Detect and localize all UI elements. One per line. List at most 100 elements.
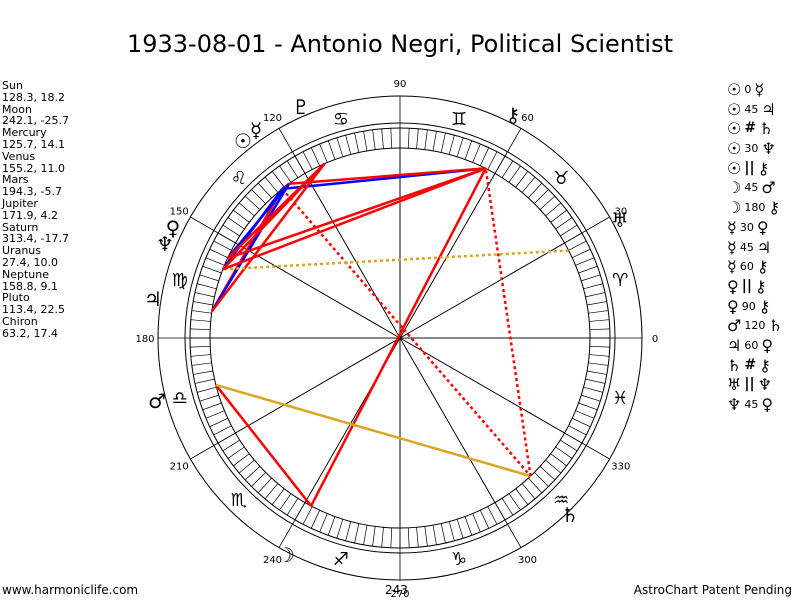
degree-tick [424,526,428,547]
aspect-line [309,167,487,507]
aspect-row: ♃ 60 ♀ [727,336,797,356]
chart-title: 1933-08-01 - Antonio Negri, Political Sc… [126,30,674,58]
degree-tick [233,453,250,467]
footer-website[interactable]: www.harmoniclife.com [2,583,139,597]
degree-tick [336,137,344,157]
house-spoke-outer [278,128,306,174]
degree-tick [354,523,360,544]
aspect-planet-icon: ☿ [727,257,737,277]
degree-tick [464,516,473,536]
planet-name-neptune: Neptune [2,267,50,281]
degree-tick [197,386,217,393]
degree-tick [199,394,219,402]
aspect-angle: || [741,277,752,294]
degree-tick [581,274,601,282]
degree-tick [244,466,261,481]
degree-tick [487,151,498,170]
aspect-angle: 120 [744,319,766,333]
sign-pisces-icon: ♓ [612,388,628,409]
planet-name-uranus: Uranus [2,244,41,258]
degree-label: 90 [394,79,407,90]
aspect-line [221,162,326,271]
aspect-angle: 45 [744,102,759,116]
degree-tick [550,453,567,467]
degree-tick [424,129,428,150]
degree-tick [191,310,212,314]
aspect-planet-icon: ☉ [727,139,742,159]
aspect-planet-icon: ☽ [727,198,742,218]
aspect-planet-icon: ♃ [727,335,742,355]
degree-tick [539,466,556,481]
degree-tick [589,319,610,322]
aspect-planet-icon: ☉ [727,99,742,119]
degree-tick [319,513,328,533]
aspect-planet-icon: ⚷ [758,296,771,316]
planet-pluto-icon: ♇ [292,95,310,119]
degree-tick [264,176,279,193]
planet-neptune-icon: ♆ [156,232,174,256]
planet-coords-jupiter: 171.9, 4.2 [2,208,58,222]
aspect-planet-icon: ♅ [727,375,742,395]
aspect-angle: 45 [744,181,759,195]
planet-venus-icon: ♀ [166,216,181,240]
degree-tick [390,128,393,149]
degree-label: 270 [390,589,409,600]
degree-tick [501,498,514,516]
degree-tick [588,362,609,366]
aspect-row: ♄ # ⚷ [727,356,797,376]
degree-tick [575,410,595,419]
degree-tick [202,265,222,274]
aspect-planet-icon: ⚷ [759,355,771,375]
degree-tick [190,319,211,322]
degree-tick [583,386,603,393]
degree-tick [227,446,245,459]
house-spoke-outer [278,502,306,548]
degree-tick [319,143,328,163]
planet-mars-icon: ♂ [148,389,166,413]
planet-saturn-icon: ♄ [561,503,579,527]
degree-label: 0 [652,334,658,345]
degree-tick [209,417,228,428]
sign-libra-icon: ♎ [172,388,188,409]
degree-tick [534,189,549,204]
house-spoke-outer [190,216,236,244]
degree-tick [521,483,536,500]
aspect-planet-icon: ♄ [759,119,774,139]
degree-tick [193,301,213,306]
degree-tick [555,446,573,459]
degree-tick [440,523,446,544]
degree-tick [244,195,261,210]
degree-tick [448,135,455,155]
aspect-planet-icon: ♆ [761,139,776,159]
degree-tick [568,425,587,436]
wheel-degree-labels: 0 30 60 90 120 150 180 210 240 270 300 330 [135,79,658,600]
zodiac-sign-glyphs: ♈ ♉ ♊ ♋ ♌ ♍ ♎ ♏ ♐ ♑ ♒ ♓ [172,109,629,570]
planet-name-pluto: Pluto [2,291,30,305]
aspect-angle: 30 [739,220,754,234]
degree-tick [572,417,591,428]
degree-tick [550,209,567,223]
aspect-row: ☿ 45 ♃ [727,238,797,258]
degree-tick [238,202,255,217]
planet-name-saturn: Saturn [2,220,39,234]
aspect-planet-icon: ♀ [761,335,774,355]
planet-chiron-icon: ⚷ [506,103,521,127]
degree-label: 210 [170,462,189,473]
house-spoke-outer [564,216,610,244]
degree-tick [416,128,419,149]
sign-taurus-icon: ♉ [553,168,569,189]
aspect-angle: 45 [739,240,754,254]
planet-uranus-icon: ♅ [611,208,629,232]
aspect-planet-icon: ☿ [754,80,765,99]
degree-tick [487,506,498,525]
degree-tick [257,182,272,199]
degree-tick [345,135,352,155]
degree-tick [587,370,607,375]
degree-tick [213,425,232,436]
planet-name-moon: Moon [2,102,32,116]
degree-tick [286,160,299,178]
house-spoke [235,242,565,434]
degree-tick [432,131,437,151]
aspect-line [222,167,487,271]
planet-name-mars: Mars [2,173,29,187]
